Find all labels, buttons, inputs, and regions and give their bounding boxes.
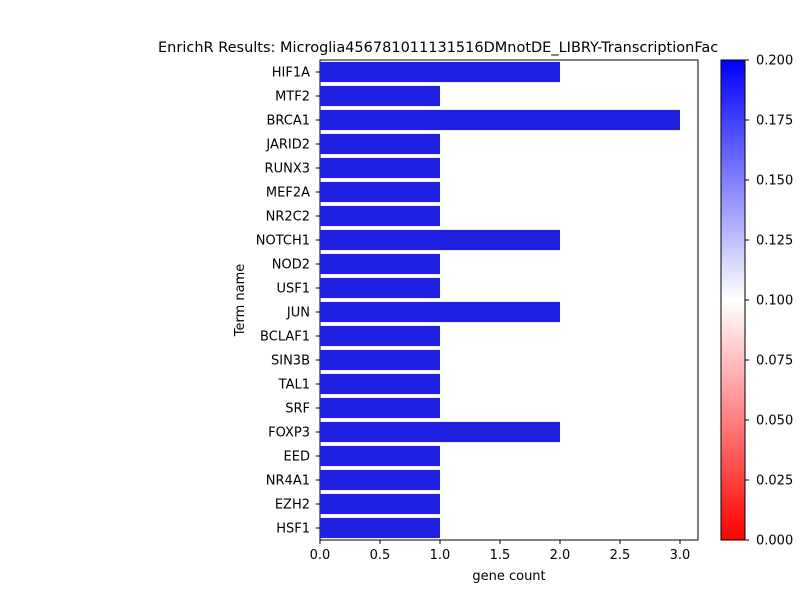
bar-mef2a — [320, 181, 440, 203]
y-tick-labels: HIF1A MTF2 BRCA1 JARID2 RUNX3 MEF2A NR2C2 NOTCH… — [256, 66, 320, 537]
bar-hif1a — [320, 61, 560, 83]
y-tick-label: TAL1 — [278, 378, 310, 393]
colorbar-tick-label: 0.000 — [756, 534, 793, 549]
bar-nr4a1 — [320, 469, 440, 491]
y-axis-label: Term name — [233, 264, 248, 338]
y-tick-label: NR4A1 — [266, 474, 310, 489]
y-tick-label: NOTCH1 — [256, 234, 310, 249]
x-tick-label: 1.0 — [430, 548, 451, 563]
bar-runx3 — [320, 157, 440, 179]
bar-hsf1 — [320, 517, 440, 539]
y-tick-label: SIN3B — [271, 354, 310, 369]
y-tick-label: HSF1 — [276, 522, 310, 537]
bar-group — [320, 61, 680, 539]
x-tick-label: 0.5 — [370, 548, 391, 563]
y-tick-label: RUNX3 — [265, 162, 310, 177]
colorbar-tick-label: 0.125 — [756, 234, 793, 249]
y-tick-label: JUN — [286, 306, 310, 321]
y-tick-label: BCLAF1 — [260, 330, 310, 345]
bar-tal1 — [320, 373, 440, 395]
plot-area — [319, 59, 699, 541]
bar-notch1 — [320, 229, 560, 251]
bar-nod2 — [320, 253, 440, 275]
colorbar-tick-label: 0.200 — [756, 54, 793, 69]
y-tick-label: SRF — [285, 402, 310, 417]
bar-bclaf1 — [320, 325, 440, 347]
y-tick-label: NOD2 — [272, 258, 310, 273]
bar-ezh2 — [320, 493, 440, 515]
x-axis-label: gene count — [472, 569, 545, 584]
bar-nr2c2 — [320, 205, 440, 227]
colorbar-tick-label: 0.025 — [756, 474, 793, 489]
colorbar-tick-label: 0.175 — [756, 114, 793, 129]
y-tick-label: USF1 — [276, 282, 310, 297]
x-tick-label: 2.5 — [610, 548, 631, 563]
x-tick-label: 0.0 — [310, 548, 331, 563]
y-tick-label: EED — [284, 450, 310, 465]
chart-title: EnrichR Results: Microglia45678101113151… — [158, 40, 718, 56]
bar-brca1 — [320, 109, 680, 131]
bar-sin3b — [320, 349, 440, 371]
x-tick-label: 1.5 — [490, 548, 511, 563]
colorbar-tick-label: 0.050 — [756, 414, 793, 429]
bar-jarid2 — [320, 133, 440, 155]
y-tick-label: BRCA1 — [266, 114, 310, 129]
bar-usf1 — [320, 277, 440, 299]
y-tick-label: HIF1A — [272, 66, 310, 81]
y-tick-label: MTF2 — [275, 90, 310, 105]
x-tick-label: 2.0 — [550, 548, 571, 563]
bar-srf — [320, 397, 440, 419]
y-tick-label: NR2C2 — [266, 210, 310, 225]
y-tick-label: JARID2 — [265, 138, 310, 153]
y-tick-label: FOXP3 — [268, 426, 310, 441]
colorbar-tick-label: 0.075 — [756, 354, 793, 369]
y-tick-label: MEF2A — [266, 186, 310, 201]
colorbar-tick-label: 0.100 — [756, 294, 793, 309]
colorbar-tick-label: 0.150 — [756, 174, 793, 189]
x-tick-label: 3.0 — [670, 548, 691, 563]
bar-eed — [320, 445, 440, 467]
bar-mtf2 — [320, 85, 440, 107]
bar-jun — [320, 301, 560, 323]
colorbar — [720, 59, 746, 541]
y-tick-label: EZH2 — [275, 498, 310, 513]
x-tick-labels: 0.0 0.5 1.0 1.5 2.0 2.5 3.0 — [310, 540, 691, 563]
bar-foxp3 — [320, 421, 560, 443]
colorbar-tick-labels: 0.000 0.025 0.050 0.075 0.100 0.125 0.150 0.175… — [745, 54, 793, 549]
